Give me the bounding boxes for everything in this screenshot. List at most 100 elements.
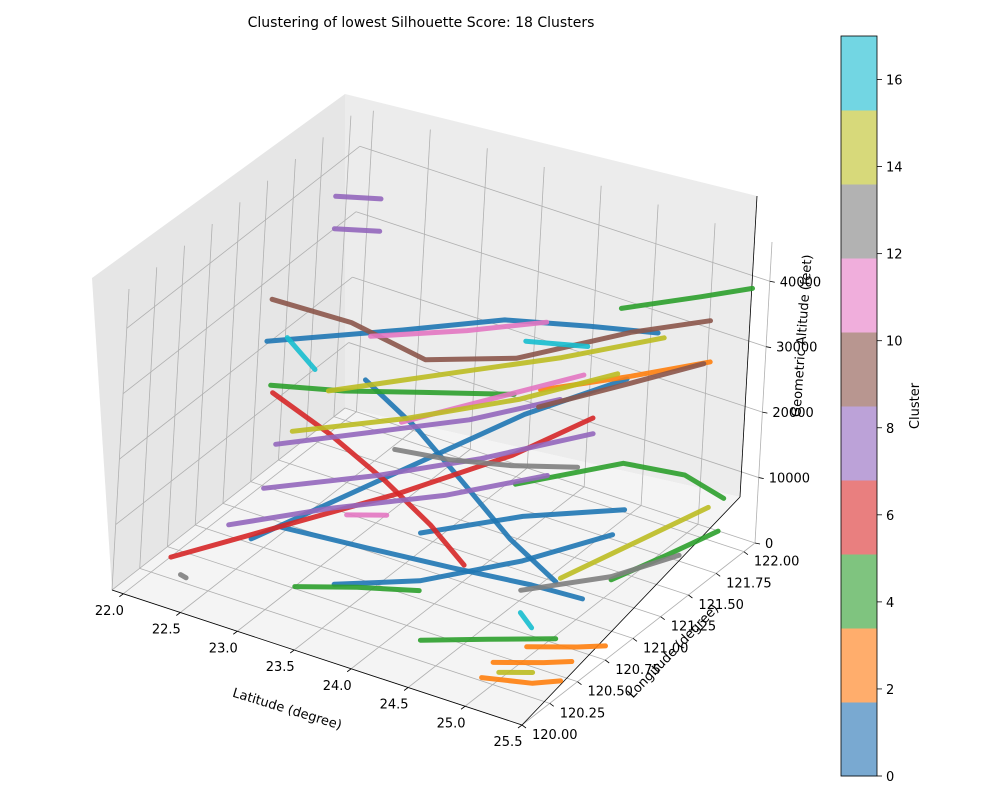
z-gridline [348, 342, 759, 478]
x-tick-mark [233, 630, 238, 635]
x-tick-label: 23.0 [209, 641, 238, 656]
track-cluster-7 [178, 572, 189, 581]
back-pane [345, 94, 757, 497]
z-tick-label: 0 [765, 537, 773, 552]
colorbar-ticks: 0 2 4 6 8 10 12 14 16 [877, 74, 903, 785]
z-gridline [126, 145, 361, 329]
y-tick-mark [743, 551, 749, 555]
track-cluster-4 [273, 397, 563, 447]
axes-3d: 22.022.523.023.524.024.525.025.5 120.001… [92, 94, 821, 750]
track-cluster-0 [331, 532, 616, 587]
z-gridline [119, 276, 353, 460]
y-gridline [222, 202, 241, 504]
track-cluster-1 [524, 643, 608, 650]
y-gridline [333, 416, 745, 553]
track-cluster-6 [368, 319, 550, 339]
z-tick-mark [758, 477, 764, 479]
flight-tracks [168, 193, 755, 686]
track-cluster-1 [490, 659, 575, 666]
x-gridline [754, 241, 773, 544]
y-gridline [139, 267, 158, 569]
chart-title: Clustering of lowest Silhouette Score: 1… [248, 15, 595, 31]
colorbar-tick-label: 6 [886, 509, 894, 524]
x-gridline [526, 166, 545, 469]
y-tick-label: 121.00 [643, 641, 689, 656]
track-cluster-9 [517, 610, 535, 631]
track-cluster-2 [268, 382, 517, 397]
y-tick-label: 121.75 [726, 576, 772, 591]
track-cluster-0 [279, 524, 585, 602]
colorbar-frame [840, 35, 878, 777]
y-tick-mark [521, 724, 527, 729]
track-cluster-5 [536, 361, 707, 410]
x-tick-label: 22.0 [95, 604, 124, 619]
colorbar-segment [841, 628, 877, 703]
y-gridline [139, 567, 550, 704]
track-cluster-4 [226, 473, 550, 528]
colorbar-segment [841, 36, 877, 111]
y-tick-mark [549, 703, 554, 707]
y-tick-mark [688, 594, 693, 599]
z-gridline [122, 211, 357, 395]
y-tick-label: 120.50 [587, 685, 633, 700]
y-tick-label: 122.00 [754, 555, 800, 570]
y-tick-mark [660, 616, 665, 620]
track-cluster-7 [518, 552, 682, 593]
z-tick-mark [766, 346, 772, 349]
left-pane [92, 94, 345, 590]
track-cluster-4 [333, 193, 384, 202]
track-cluster-2 [417, 636, 559, 643]
y-gridline [250, 180, 269, 482]
colorbar-tick-label: 10 [886, 335, 903, 350]
x-tick-label: 23.5 [266, 660, 295, 675]
colorbar-segments [841, 36, 877, 777]
colorbar-tick-label: 16 [886, 74, 903, 89]
y-tick-label: 120.75 [615, 663, 661, 678]
x-tick-label: 25.5 [494, 735, 523, 750]
colorbar-tick-label: 4 [886, 596, 894, 611]
y-tick-label: 120.00 [532, 728, 578, 743]
colorbar-segment [841, 554, 877, 629]
colorbar-label: Cluster [908, 382, 923, 429]
y-gridline [333, 115, 352, 417]
track-cluster-0 [264, 317, 661, 344]
z-tick-label: 40000 [780, 275, 821, 290]
x-tick-mark [176, 612, 181, 616]
track-cluster-9 [523, 338, 591, 349]
y-tick-label: 121.25 [671, 620, 717, 635]
x-tick-mark [403, 687, 409, 691]
x-tick-label: 24.0 [323, 679, 352, 694]
colorbar-tick-label: 2 [886, 683, 894, 698]
track-cluster-4 [261, 431, 596, 491]
x-tick-label: 22.5 [152, 623, 181, 638]
x-tick-mark [346, 668, 352, 673]
colorbar-segment [841, 184, 877, 259]
x-tick-mark [517, 724, 523, 729]
x-tick-mark [460, 705, 466, 710]
y-gridline [194, 223, 213, 526]
y-tick-label: 120.25 [560, 706, 606, 721]
x-gridline [697, 223, 716, 525]
x-tick-label: 24.5 [380, 698, 409, 713]
x-axis-ticks: 22.0 22.5 23.0 23.5 24.0 24.5 25.0 25.5 [95, 593, 523, 750]
colorbar-segment [841, 702, 877, 777]
y-gridline [250, 481, 661, 618]
colorbar-segment [841, 258, 877, 333]
x-tick-mark [289, 649, 295, 654]
colorbar-tick-label: 12 [886, 248, 903, 263]
y-tick-mark [715, 573, 721, 577]
z-gridline [359, 145, 770, 282]
track-cluster-5 [269, 296, 713, 363]
y-gridline [278, 158, 296, 461]
z-tick-mark [769, 280, 775, 283]
track-cluster-3 [168, 415, 596, 560]
track-cluster-3 [270, 390, 467, 568]
track-cluster-0 [418, 507, 628, 536]
colorbar-segment [841, 332, 877, 407]
z-tick-label: 10000 [769, 472, 810, 487]
track-cluster-2 [618, 285, 755, 311]
track-cluster-9 [284, 335, 318, 372]
colorbar-segment [841, 406, 877, 481]
axis-panes [92, 94, 757, 725]
